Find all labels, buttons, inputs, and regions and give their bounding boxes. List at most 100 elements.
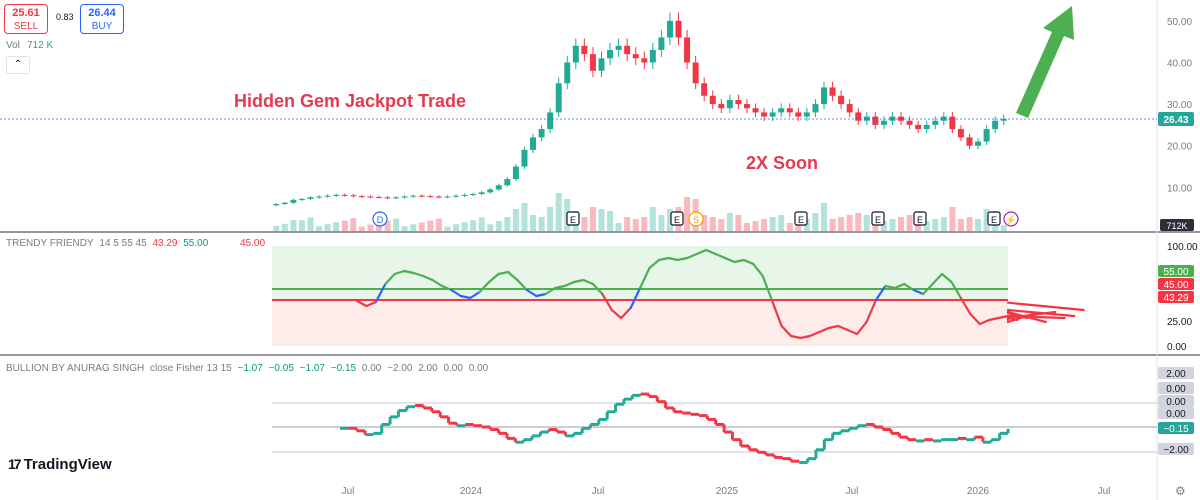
volume-bar [863,215,870,231]
volume-bar [761,219,768,231]
candle-body [803,112,810,117]
indicator1-segment [761,274,774,303]
indicator1-segment [516,278,528,292]
candle-body [487,189,494,193]
gear-icon[interactable]: ⚙ [1175,484,1186,498]
indicator1-segment [478,280,491,294]
indicator1-segment [525,288,538,298]
volume-bar [855,213,862,231]
sell-button[interactable]: 25.61 SELL [4,4,48,34]
candle-body [427,196,434,198]
event-marker-label: ⚡ [1005,214,1016,226]
candle-body [718,104,725,109]
volume-bar [281,223,288,231]
volume-bar [470,220,477,231]
candle-body [341,194,348,196]
volume-bar [375,222,382,231]
volume-bar [735,215,742,231]
indicator1-segment [554,284,566,290]
candle-body [906,120,913,125]
price-axis: 10.00 20.00 30.00 40.00 50.00 [1167,17,1192,195]
indicator1-segment [469,290,481,300]
price-axis-tick: 30.00 [1167,100,1192,111]
candle-body [675,20,682,38]
candle-body [966,137,973,146]
volume-bar [769,217,776,231]
candle-body [957,129,964,138]
indicator2-tag-bg [1158,395,1194,407]
event-markers: D E E S E E E E ⚡ [372,211,1019,227]
candle-body [461,194,468,196]
tradingview-mark-icon: 17 [8,456,22,472]
candle-body [495,185,502,190]
buy-price: 26.44 [88,7,116,19]
indicator2-title[interactable]: BULLION BY ANURAG SINGH close Fisher 13 … [6,363,491,374]
volume-bar [701,215,708,231]
volume-value: 712 K [27,40,54,51]
indicator2-params: close Fisher 13 15 [149,363,232,374]
event-marker-label: E [875,215,881,225]
indicator1-segment [591,282,604,296]
time-axis-tick: 2024 [460,486,483,497]
indicator1-axis-tick: 25.00 [1167,317,1192,328]
indicator1-segment [884,284,896,290]
event-marker-icon [688,211,704,227]
volume-bar [512,209,519,231]
indicator1-segment [808,330,821,338]
volume-bar [957,219,964,231]
candle-body [281,202,288,205]
event-marker-icon [566,211,580,226]
indicator1-segment [582,278,594,286]
volume-bar [350,218,357,231]
indicator1-title[interactable]: TRENDY FRIENDY 14 5 55 45 43.29 55.00 [6,238,211,249]
candle-body [940,116,947,121]
indicator1-segment [497,270,510,276]
indicator1-tag-bg [1158,278,1194,290]
candle-body [607,49,614,59]
indicator1-tag-text: 43.29 [1163,293,1188,304]
volume-bar [838,217,845,231]
indicator1-segment [450,288,462,298]
candle-body [666,20,673,38]
volume-bar [795,221,802,231]
indicator1-segment [865,298,878,324]
spread-value: 0.83 [56,12,74,22]
indicator1-segment [393,269,406,276]
price-axis-tick: 20.00 [1167,142,1192,153]
indicator1-segment [1006,314,1066,320]
sell-label: SELL [13,21,39,32]
chevron-up-icon[interactable]: ⌃ [6,56,30,74]
indicator2-tag-bg [1158,407,1194,419]
candle-body [855,112,862,121]
indicator1-segment [355,299,368,308]
indicator1-segment [940,272,953,284]
volume-bar [923,221,930,231]
volume-bar [615,223,622,231]
candle-body [547,112,554,130]
candle-body [795,112,802,117]
volume-bar [786,223,793,231]
candle-body [375,196,382,198]
candle-body [880,120,887,125]
indicator1-value-0: 43.29 [152,238,178,249]
candle-body [418,195,425,197]
volume-bar [743,223,750,231]
indicator1-segment [1006,308,1076,318]
indicator1-segment [638,266,651,290]
indicator1-segment [695,248,708,256]
indicator1-segment [874,284,887,302]
indicator1-segment [827,324,840,330]
volume-bar [589,207,596,231]
candle-body [521,149,528,167]
volume-bar [880,221,887,231]
volume-bar [718,219,725,231]
buy-button[interactable]: 26.44 BUY [80,4,124,34]
indicator2-value-4: 0.00 [361,363,382,374]
tradingview-logo[interactable]: 17 TradingView [8,456,112,473]
indicator2-tag-bg [1158,443,1194,455]
volume-bar [461,222,468,231]
volume-tag-bg [1160,219,1194,231]
indicator1-segment [1006,301,1085,312]
indicator2-tag-bg [1158,382,1194,394]
